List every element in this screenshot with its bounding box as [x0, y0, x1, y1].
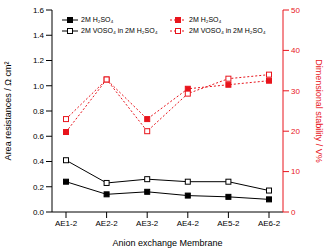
svg-text:Area resistances / Ω cm²: Area resistances / Ω cm²	[8, 62, 13, 161]
svg-text:30: 30	[291, 87, 300, 96]
html-text:2M VOSO₄ in 2M H₂SO₄: 2M VOSO₄ in 2M H₂SO₄	[81, 27, 158, 34]
svg-text:AE1-2: AE1-2	[55, 219, 78, 228]
svg-text:0.2: 0.2	[33, 183, 45, 192]
svg-text:0: 0	[291, 208, 296, 217]
svg-text:AE5-2: AE5-2	[217, 219, 240, 228]
svg-text:Dimensional stability / V%: Dimensional stability / V%	[314, 59, 319, 163]
svg-text:AE2-2: AE2-2	[95, 219, 118, 228]
svg-text:40: 40	[291, 46, 300, 55]
svg-text:Anion exchange Membrane: Anion exchange Membrane	[112, 238, 222, 248]
svg-text:AE4-2: AE4-2	[177, 219, 200, 228]
svg-text:0.4: 0.4	[33, 157, 45, 166]
svg-text:1.2: 1.2	[33, 56, 45, 65]
svg-text:AE6-2: AE6-2	[258, 219, 281, 228]
svg-text:1.6: 1.6	[33, 6, 45, 15]
svg-text:1.4: 1.4	[33, 31, 45, 40]
svg-text:1.0: 1.0	[33, 82, 45, 91]
svg-text:AE3-2: AE3-2	[136, 219, 159, 228]
svg-text:0.0: 0.0	[33, 208, 45, 217]
svg-text:50: 50	[291, 6, 300, 15]
svg-text:0.6: 0.6	[33, 132, 45, 141]
svg-text:20: 20	[291, 127, 300, 136]
html-text:2M H₂SO₄: 2M H₂SO₄	[81, 16, 114, 23]
svg-text:0.8: 0.8	[33, 107, 45, 116]
html-text:2M VOSO₄ in 2M H₂SO₄: 2M VOSO₄ in 2M H₂SO₄	[189, 27, 266, 34]
html-text:2M H₂SO₄: 2M H₂SO₄	[189, 16, 222, 23]
svg-text:10: 10	[291, 167, 300, 176]
